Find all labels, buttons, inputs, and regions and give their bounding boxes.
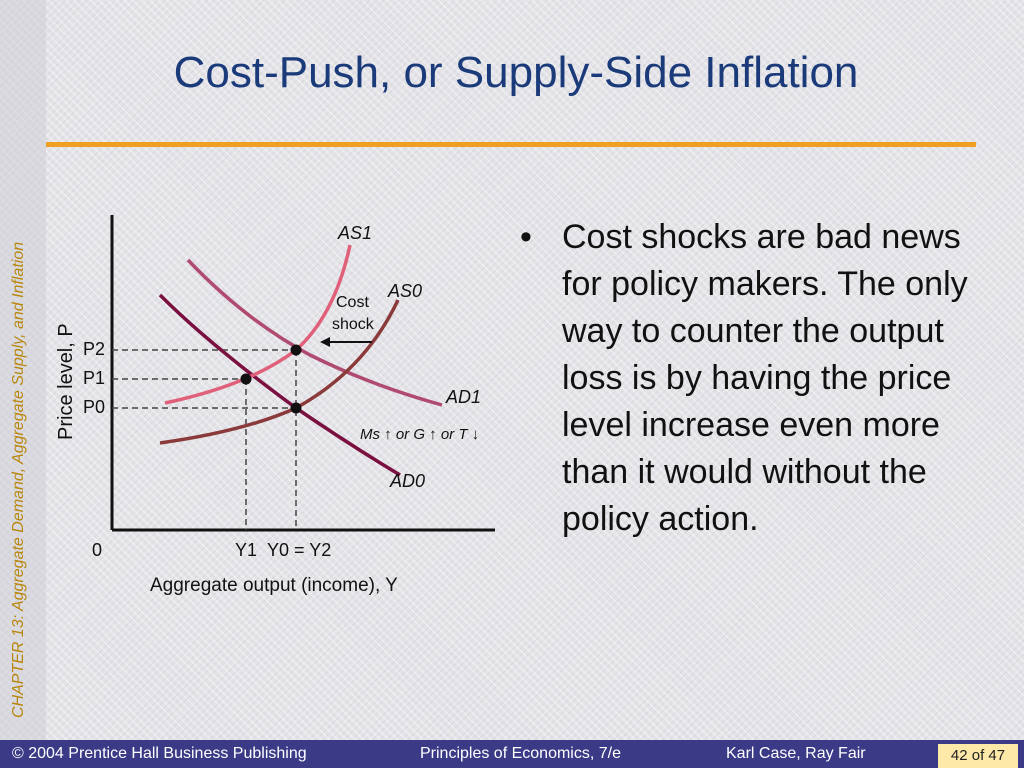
ad1-curve	[186, 258, 443, 407]
p0-label: P0	[83, 397, 105, 417]
as1-label: AS1	[337, 223, 372, 243]
y-axis-label: Price level, P	[55, 323, 77, 440]
footer-publisher: © 2004 Prentice Hall Business Publishing	[12, 745, 307, 762]
y1-label: Y1	[235, 540, 257, 560]
bullet-dot: •	[520, 218, 532, 256]
p2-label: P2	[83, 339, 105, 359]
ad1-label: AD1	[445, 387, 481, 407]
policy-label: Ms ↑ or G ↑ or T ↓	[360, 426, 479, 443]
as0-label: AS0	[387, 281, 422, 301]
equilibrium-point-2	[290, 344, 302, 356]
ad0-label: AD0	[389, 471, 425, 491]
origin-label: 0	[92, 540, 102, 560]
p1-label: P1	[83, 368, 105, 388]
chapter-side-label: CHAPTER 13: Aggregate Demand, Aggregate …	[10, 241, 27, 718]
cost-shock-label-1: Cost	[336, 294, 369, 311]
cost-shock-arrowhead	[320, 337, 330, 347]
as-ad-diagram: Price level, P Aggregate output (income)…	[55, 215, 495, 596]
footer-book: Principles of Economics, 7/e	[420, 745, 621, 762]
cost-shock-label-2: shock	[332, 316, 375, 333]
bullet-text: Cost shocks are bad news for policy make…	[562, 218, 968, 538]
slide-title: Cost-Push, or Supply-Side Inflation	[173, 48, 859, 97]
title-rule	[46, 142, 976, 147]
side-band	[0, 0, 46, 740]
equilibrium-point-0	[290, 402, 302, 414]
y0-y2-label: Y0 = Y2	[267, 540, 331, 560]
x-axis-label: Aggregate output (income), Y	[150, 575, 398, 596]
page-number: 42 of 47	[938, 744, 1018, 768]
equilibrium-point-1	[240, 373, 252, 385]
footer-bar: © 2004 Prentice Hall Business Publishing…	[0, 740, 1024, 768]
footer-authors: Karl Case, Ray Fair	[726, 745, 866, 762]
